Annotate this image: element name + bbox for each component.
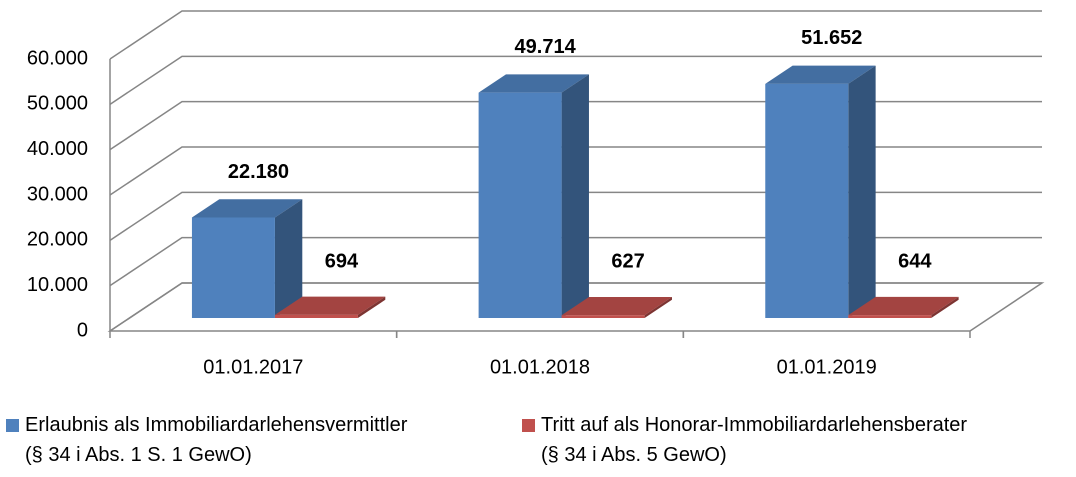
- grid-line: [109, 146, 1042, 196]
- y-tick-label: 60.000: [27, 47, 88, 69]
- bar-top: [274, 296, 386, 315]
- data-label: 51.652: [801, 27, 862, 49]
- data-label: 22.180: [228, 161, 289, 183]
- bar-side: [274, 199, 303, 319]
- bar-top: [478, 74, 589, 93]
- bar: [274, 314, 358, 319]
- y-tick-label: 30.000: [27, 183, 88, 205]
- bar: [478, 92, 562, 319]
- data-label: 694: [325, 250, 359, 272]
- legend-swatch: [522, 419, 535, 432]
- y-tick-label: 0: [77, 319, 88, 341]
- bar: [191, 217, 275, 319]
- bar: [765, 83, 849, 319]
- legend-item: Tritt auf als Honorar-Immobiliardarlehen…: [522, 410, 967, 470]
- grid-line: [109, 282, 1042, 332]
- y-tick-label: 10.000: [27, 274, 88, 296]
- legend-label: Tritt auf als Honorar-Immobiliardarlehen…: [541, 414, 968, 466]
- x-tick-label: 01.01.2019: [777, 356, 877, 378]
- bar-side: [848, 65, 876, 319]
- data-label: 644: [898, 250, 932, 272]
- x-tick-label: 01.01.2018: [490, 356, 590, 378]
- data-label: 49.714: [515, 36, 577, 58]
- bar: [561, 315, 645, 319]
- y-tick-label: 50.000: [27, 93, 88, 115]
- bar-top: [561, 296, 672, 316]
- y-tick-label: 20.000: [27, 229, 88, 251]
- bar-side: [561, 74, 589, 319]
- bar-side: [931, 296, 959, 319]
- legend-item: Erlaubnis als Immobiliardarlehensvermitt…: [6, 410, 407, 470]
- legend-swatch: [6, 419, 19, 432]
- bar: [848, 315, 932, 319]
- bar-side: [644, 296, 672, 319]
- bar-top: [765, 65, 876, 84]
- bar-top: [848, 296, 959, 316]
- bar-top: [191, 199, 303, 218]
- legend-label: Erlaubnis als Immobiliardarlehensvermitt…: [25, 414, 408, 466]
- y-tick-label: 40.000: [27, 138, 88, 160]
- grid-line: [109, 236, 1042, 287]
- grid-line: [109, 100, 1042, 151]
- bar-side: [357, 296, 386, 319]
- grid-line: [109, 55, 1042, 105]
- data-label: 627: [611, 250, 644, 272]
- grid-line: [109, 10, 1042, 60]
- x-tick-label: 01.01.2017: [203, 356, 303, 378]
- grid-line: [109, 191, 1042, 241]
